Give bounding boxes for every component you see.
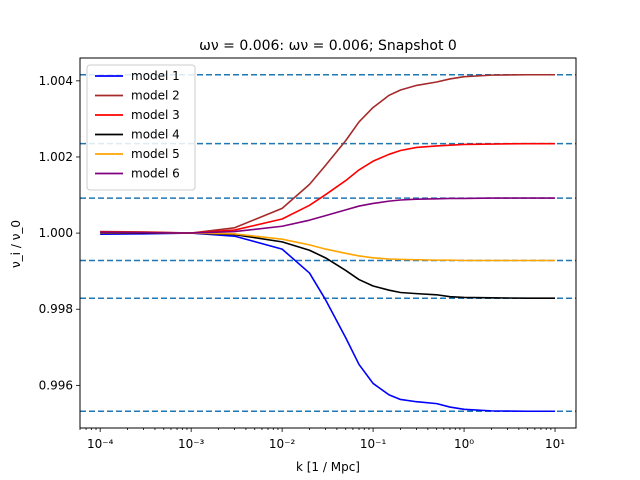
series-line-model-4 [100,232,556,300]
x-axis-ticks: 10⁻⁴ 10⁻³ 10⁻² 10⁻¹ 10⁰ 10¹ [79,428,565,451]
y-axis-label: ν_i / ν_0 [9,220,23,268]
y-axis-ticks: 0.996 0.998 1.000 1.002 1.004 [39,74,80,392]
series-line-model-2 [100,73,556,234]
series-line-model-5 [100,231,556,262]
x-tick-label: 10⁻² [269,437,296,451]
x-tick-label: 10⁻³ [178,437,205,451]
series-line-model-3 [100,142,556,234]
legend-label: model 2 [131,89,180,103]
x-axis-label: k [1 / Mpc] [296,460,360,474]
y-tick-label: 0.998 [39,302,73,316]
legend-label: model 1 [131,69,180,83]
y-tick-label: 1.004 [39,74,73,88]
plot-area-frame [79,57,577,429]
legend-label: model 3 [131,108,180,122]
series-line-model-1 [100,232,556,413]
legend: model 1 model 2 model 3 model 4 model 5 model… [86,64,196,191]
x-tick-label: 10⁻⁴ [87,437,114,451]
series-lines [100,73,556,413]
x-tick-label: 10¹ [545,437,565,451]
y-tick-label: 0.996 [39,378,73,392]
series-line-model-6 [100,197,556,234]
x-tick-label: 10⁻¹ [360,437,387,451]
y-tick-label: 1.002 [39,150,73,164]
x-tick-label: 10⁰ [454,437,474,451]
legend-label: model 4 [131,128,180,142]
legend-label: model 6 [131,167,180,181]
chart-title: ων = 0.006: ων = 0.006; Snapshot 0 [199,38,457,54]
legend-label: model 5 [131,147,180,161]
y-tick-label: 1.000 [39,226,73,240]
